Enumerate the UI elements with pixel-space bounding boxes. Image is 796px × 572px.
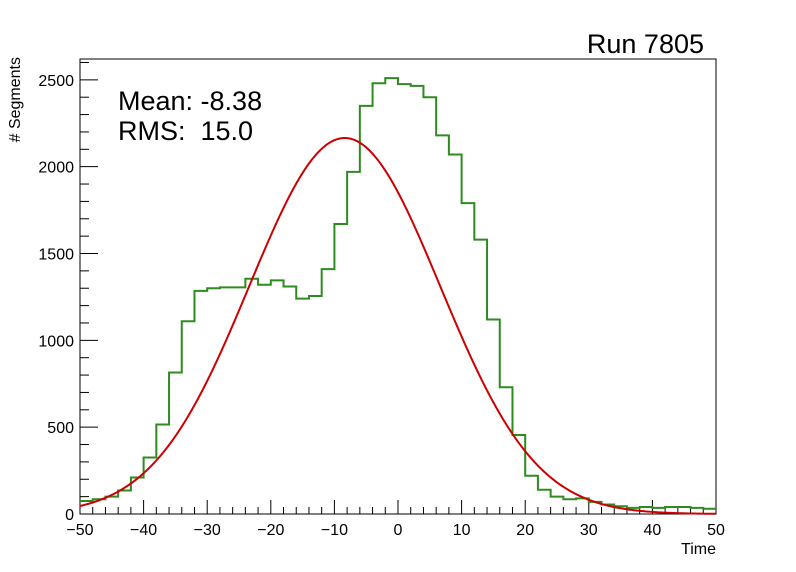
x-tick-label: −30 [194,522,221,539]
rms-label: RMS: 15.0 [118,116,253,146]
y-tick-label: 0 [65,507,74,524]
x-axis-ticks: −50 −40 −30 −20 −10 0 10 20 30 40 50 [66,500,725,539]
y-tick-label: 2000 [38,160,74,177]
chart-title: Run 7805 [587,29,704,59]
y-tick-label: 500 [47,420,74,437]
x-tick-label: −20 [257,522,284,539]
y-tick-label: 1000 [38,333,74,350]
x-axis-title: Time [681,541,716,558]
mean-label: Mean: -8.38 [118,86,262,116]
y-tick-label: 2500 [38,73,74,90]
x-tick-label: −50 [66,522,93,539]
x-tick-label: 40 [644,522,662,539]
x-tick-label: −40 [130,522,157,539]
x-tick-label: 30 [580,522,598,539]
y-axis-title: # Segments [7,57,24,142]
gaussian-fit-curve [79,137,717,515]
y-axis-ticks: 0 500 1000 1500 2000 2500 [38,61,98,524]
fit-layer [79,137,717,515]
x-tick-label: −10 [321,522,348,539]
y-tick-label: 1500 [38,247,74,264]
x-tick-label: 0 [394,522,403,539]
x-tick-label: 50 [707,522,725,539]
x-tick-label: 20 [516,522,534,539]
x-tick-label: 10 [453,522,471,539]
